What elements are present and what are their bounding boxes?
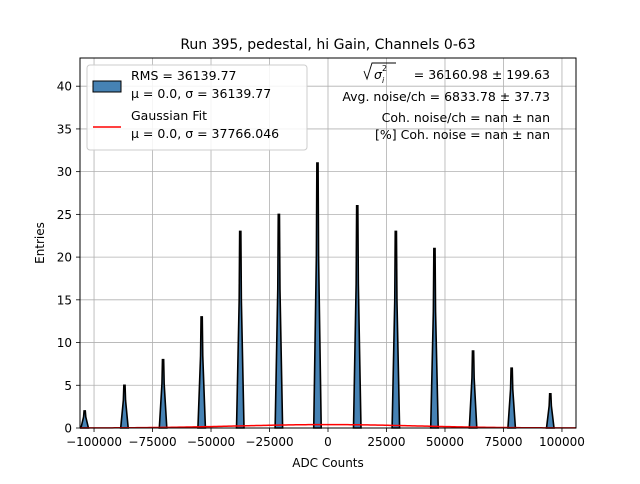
- annotation-sqrt-sigma: σ i 2 = 36160.98 ± 199.63: [363, 62, 550, 85]
- x-tick-label: −100000: [66, 435, 122, 449]
- legend: RMS = 36139.77 μ = 0.0, σ = 36139.77 Gau…: [86, 64, 308, 151]
- legend-entry-histogram-params: μ = 0.0, σ = 36139.77: [131, 86, 271, 101]
- y-tick-label: 30: [57, 165, 72, 179]
- x-axis-ticks: −100000 −75000 −50000 −25000 0 25000 50000 7500…: [66, 428, 585, 449]
- annotation-line3: Coh. noise/ch = nan ± nan: [382, 110, 550, 125]
- x-tick-label: 25000: [367, 435, 405, 449]
- x-tick-label: 0: [324, 435, 332, 449]
- sigma-symbol: σ: [374, 67, 383, 82]
- annotation-line2: Avg. noise/ch = 6833.78 ± 37.73: [342, 89, 550, 104]
- y-tick-label: 15: [57, 293, 72, 307]
- legend-box: [86, 64, 308, 151]
- x-tick-label: −50000: [187, 435, 235, 449]
- y-tick-label: 40: [57, 80, 72, 94]
- y-tick-label: 10: [57, 336, 72, 350]
- y-axis-ticks: 0 5 10 15 20 25 30 35 40: [57, 80, 80, 436]
- x-tick-label: −25000: [245, 435, 293, 449]
- x-tick-label: −75000: [128, 435, 176, 449]
- sigma-superscript: 2: [382, 64, 387, 73]
- y-tick-label: 25: [57, 208, 72, 222]
- sqrt-sign-icon: [363, 62, 396, 81]
- gaussian-fit-line: [80, 423, 576, 429]
- x-tick-label: 75000: [484, 435, 522, 449]
- y-tick-label: 35: [57, 122, 72, 136]
- x-tick-label: 50000: [426, 435, 464, 449]
- y-tick-label: 20: [57, 251, 72, 265]
- annotation-line1: = 36160.98 ± 199.63: [414, 67, 550, 82]
- legend-entry-fit-params: μ = 0.0, σ = 37766.046: [131, 126, 279, 141]
- sigma-subscript: i: [382, 76, 385, 85]
- x-tick-label: 100000: [539, 435, 585, 449]
- chart-title: Run 395, pedestal, hi Gain, Channels 0-6…: [180, 37, 475, 53]
- legend-swatch-histogram: [92, 80, 122, 93]
- y-axis-label: Entries: [33, 222, 47, 264]
- y-tick-label: 0: [64, 422, 72, 436]
- y-tick-label: 5: [64, 379, 72, 393]
- legend-entry-histogram: RMS = 36139.77: [131, 68, 236, 83]
- noise-annotations: σ i 2 = 36160.98 ± 199.63 Avg. noise/ch …: [342, 62, 550, 142]
- x-axis-label: ADC Counts: [292, 456, 364, 470]
- annotation-line4: [%] Coh. noise = nan ± nan: [375, 127, 550, 142]
- legend-entry-fit: Gaussian Fit: [131, 108, 207, 123]
